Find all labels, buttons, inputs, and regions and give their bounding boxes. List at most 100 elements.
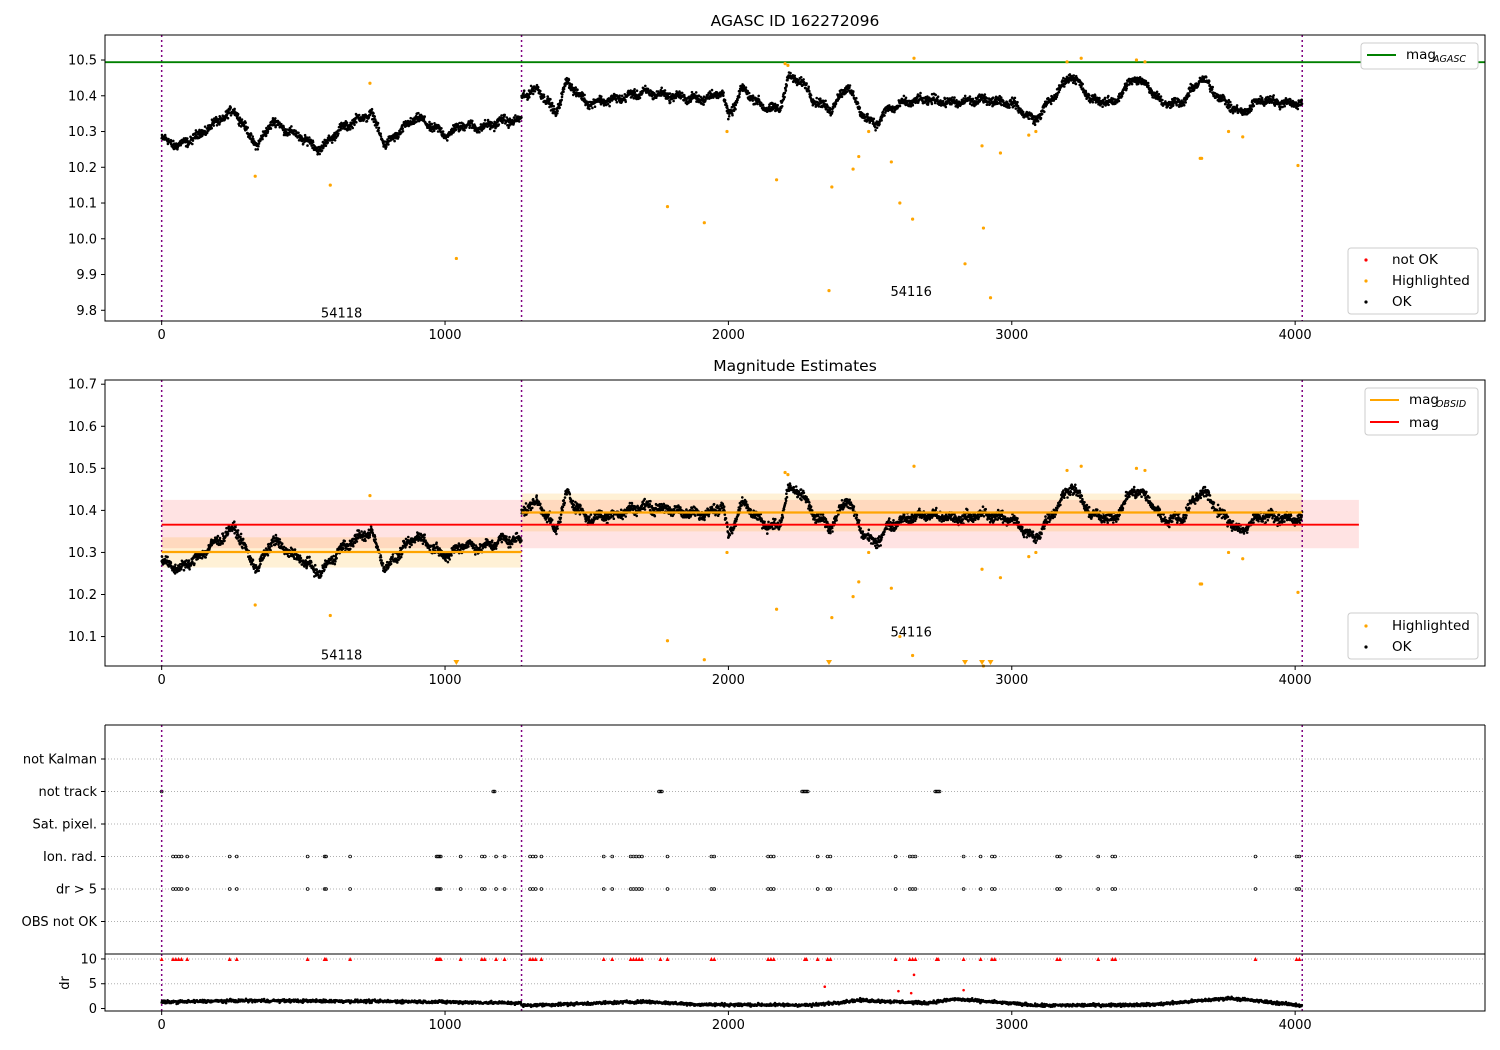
highlighted-point xyxy=(867,129,871,134)
ok-point xyxy=(311,146,314,150)
ok-point xyxy=(215,124,219,127)
ok-point xyxy=(266,129,270,133)
legend-highlighted: Highlighted xyxy=(1392,273,1470,289)
ok-point xyxy=(533,90,537,93)
ok-point xyxy=(337,132,340,135)
ok-point xyxy=(446,560,450,564)
legend-status: not OK Highlighted OK xyxy=(1347,247,1479,315)
ok-point xyxy=(680,91,684,95)
obsid-annotation: 54116 xyxy=(891,285,932,300)
ok-point xyxy=(401,127,405,130)
ok-point xyxy=(560,95,564,99)
ok-point xyxy=(875,126,879,129)
ok-point xyxy=(963,94,967,98)
ok-legend-marker xyxy=(1364,300,1368,304)
ok-point xyxy=(166,142,170,146)
ok-point xyxy=(683,93,686,97)
highlighted-point xyxy=(786,63,790,67)
ok-point xyxy=(878,122,881,126)
ok-point xyxy=(357,529,361,532)
ok-point xyxy=(377,126,381,130)
ok-point xyxy=(396,561,399,564)
ok-point xyxy=(308,555,311,559)
ok-point xyxy=(1155,90,1159,94)
ok-point xyxy=(562,90,565,93)
highlighted-point xyxy=(702,221,706,225)
ok-point xyxy=(257,144,260,148)
ok-point xyxy=(936,95,940,98)
ok-point xyxy=(1016,100,1019,104)
ok-point xyxy=(570,83,574,86)
ok-point xyxy=(638,96,642,100)
ok-point xyxy=(953,96,956,99)
highlighted-point xyxy=(827,289,831,293)
ok-point xyxy=(351,126,355,130)
ok-point xyxy=(518,120,521,123)
ok-point xyxy=(805,82,808,85)
ok-point xyxy=(323,568,326,571)
ok-point xyxy=(229,114,233,117)
ok-point xyxy=(528,95,531,99)
ok-point xyxy=(808,89,811,93)
ok-point xyxy=(349,547,352,551)
ok-point xyxy=(589,104,593,108)
ok-point xyxy=(1033,123,1037,127)
ok-point xyxy=(278,538,282,541)
ok-point xyxy=(1049,102,1053,106)
ok-point xyxy=(1250,108,1253,111)
ok-point xyxy=(221,532,225,535)
ok-point xyxy=(1207,79,1211,83)
ok-point xyxy=(858,106,862,109)
highlighted-point xyxy=(1143,60,1147,64)
ok-point xyxy=(1159,95,1163,98)
highlighted-point xyxy=(1134,58,1139,62)
ok-point xyxy=(1087,94,1091,97)
ok-point xyxy=(454,128,458,132)
highlighted-point xyxy=(1079,56,1083,60)
ok-point xyxy=(1021,110,1025,114)
highlighted-point xyxy=(857,154,861,159)
ok-point xyxy=(319,574,323,577)
obsid-annotation: 54118 xyxy=(321,306,362,321)
p1-ytick-label: 10.3 xyxy=(68,125,97,140)
ok-point xyxy=(560,98,563,102)
p1-xtick-label: 0 xyxy=(158,328,166,343)
ok-point xyxy=(180,567,183,571)
ok-point xyxy=(880,119,883,122)
ok-point xyxy=(423,115,427,118)
ok-point xyxy=(672,99,675,103)
ok-point xyxy=(556,112,559,115)
ok-point xyxy=(1064,81,1068,85)
ok-point xyxy=(393,139,396,143)
ok-point xyxy=(618,94,621,97)
p1-ytick-label: 10.2 xyxy=(68,161,97,176)
ok-point xyxy=(723,98,727,102)
ok-point xyxy=(943,97,947,101)
ok-point xyxy=(727,117,730,121)
ok-point xyxy=(1157,92,1161,96)
ok-point xyxy=(353,123,356,127)
ok-point xyxy=(172,139,175,143)
ok-point xyxy=(200,556,204,560)
ok-point xyxy=(553,107,556,111)
ok-point xyxy=(1184,101,1187,104)
ok-point xyxy=(500,114,503,117)
ok-point xyxy=(556,109,559,113)
ok-point xyxy=(1098,96,1101,100)
ok-point xyxy=(310,561,313,564)
ok-point xyxy=(804,86,807,90)
ok-point xyxy=(343,125,347,128)
highlighted-point xyxy=(851,167,855,171)
ok-point xyxy=(785,84,788,87)
highlighted-point xyxy=(910,217,915,221)
highlighted-point xyxy=(912,56,916,60)
ok-point xyxy=(985,103,989,106)
ok-point xyxy=(1130,82,1134,86)
ok-point xyxy=(187,559,191,562)
ok-point xyxy=(330,141,334,144)
p1-xtick-label: 2000 xyxy=(712,328,745,343)
ok-point xyxy=(444,559,448,562)
ok-point xyxy=(221,542,224,545)
ok-point xyxy=(1101,105,1104,108)
ok-point xyxy=(904,96,908,100)
